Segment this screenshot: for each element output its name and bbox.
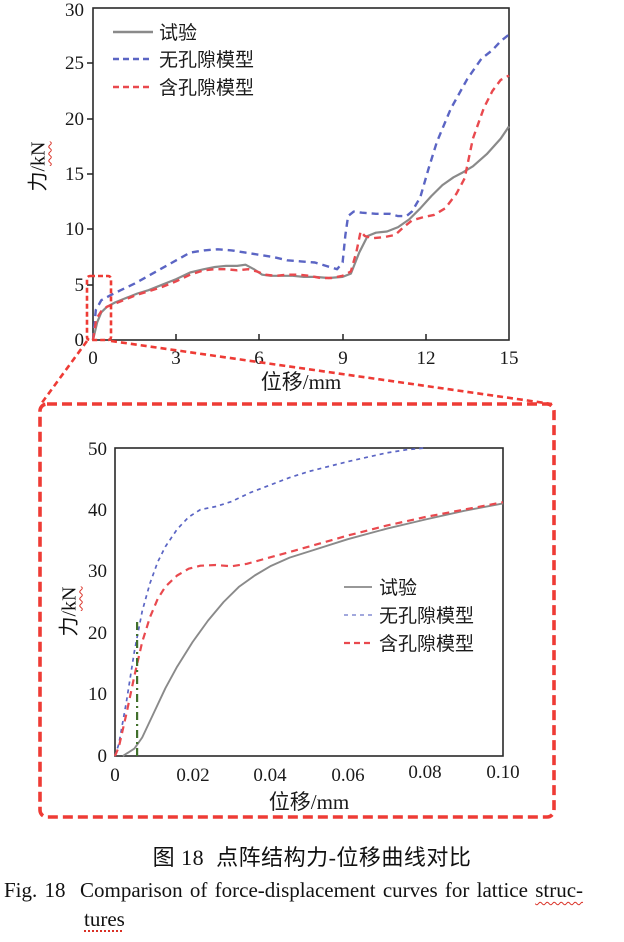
series-无孔隙模型: [114, 447, 426, 757]
inset-xaxis-label: 位移/mm: [269, 790, 350, 814]
ytick: 25: [65, 53, 84, 74]
main-curves: [91, 33, 510, 341]
caption-english-line1: Fig. 18 Comparison of force-displacement…: [4, 878, 624, 903]
legend-label-no-pore: 无孔隙模型: [159, 49, 254, 71]
main-legend: 试验 无孔隙模型 含孔隙模型: [113, 22, 254, 99]
xtick: 0.08: [408, 762, 441, 783]
main-xtick-labels: 0 3 6 9 12 15: [88, 348, 518, 369]
xtick: 0: [110, 765, 120, 786]
xtick: 0.06: [331, 765, 364, 786]
xtick: 12: [417, 348, 436, 369]
legend-label-test: 试验: [379, 577, 417, 599]
ytick: 30: [65, 0, 84, 21]
series-试验: [91, 125, 510, 341]
xtick: 0.10: [486, 762, 519, 783]
main-ytick-labels: 0 5 10 15 20 25 30: [65, 0, 84, 351]
caption-chinese: 图 18 点阵结构力-位移曲线对比: [152, 845, 472, 870]
inset-ytick-labels: 0 10 20 30 40 50: [88, 439, 107, 767]
inset-plot-border: [114, 447, 504, 757]
xtick: 0.04: [253, 765, 287, 786]
ytick: 20: [65, 109, 84, 130]
legend-label-test: 试验: [159, 22, 197, 44]
zoom-region-box: [85, 274, 113, 342]
zoom-callout-line-right: [110, 339, 553, 406]
caption-english-dotted-word: tures: [84, 907, 125, 931]
caption-english-line2: tures: [84, 907, 624, 932]
ytick: 15: [65, 164, 84, 185]
main-yaxis-label: 力/kN: [22, 117, 51, 217]
inset-xtick-labels: 0 0.02 0.04 0.06 0.08 0.10: [110, 762, 519, 786]
caption-english-text: Fig. 18 Comparison of force-displacement…: [4, 878, 536, 902]
xtick: 3: [171, 348, 181, 369]
legend-label-with-pore: 含孔隙模型: [379, 633, 474, 655]
caption-english-wavy-word: struc-: [535, 878, 584, 902]
xtick: 0.02: [176, 765, 209, 786]
ytick: 0: [98, 746, 108, 767]
xtick: 6: [254, 348, 264, 369]
main-yaxis-label-prefix: 力/: [27, 165, 50, 192]
series-含孔隙模型: [113, 501, 504, 757]
inset-curves: [113, 447, 504, 757]
main-chart: 0 5 10 15 20 25 30 0 3 6 9 12 15 位移/mm: [65, 0, 519, 394]
ytick: 20: [88, 623, 107, 644]
ytick: 50: [88, 439, 107, 460]
xtick: 0: [88, 348, 98, 369]
xtick: 9: [338, 348, 348, 369]
main-yaxis-label-unit: kN: [27, 141, 50, 166]
zoom-panel-box: [38, 402, 556, 819]
ytick: 40: [88, 500, 107, 521]
inset-yaxis-label-unit: kN: [58, 586, 81, 611]
ytick: 0: [75, 330, 85, 351]
ytick: 10: [65, 219, 84, 240]
inset-legend: 试验 无孔隙模型 含孔隙模型: [344, 577, 474, 655]
inset-yaxis-label: 力/kN: [53, 562, 82, 662]
main-tick-marks: [87, 62, 427, 340]
main-xaxis-label: 位移/mm: [261, 370, 342, 394]
series-含孔隙模型: [91, 74, 510, 341]
xtick: 15: [500, 348, 519, 369]
series-试验: [122, 502, 504, 757]
ytick: 30: [88, 561, 107, 582]
legend-label-no-pore: 无孔隙模型: [379, 605, 474, 627]
inset-yaxis-label-prefix: 力/: [58, 610, 81, 637]
legend-label-with-pore: 含孔隙模型: [159, 77, 254, 99]
series-无孔隙模型: [91, 33, 510, 341]
ytick: 5: [75, 275, 85, 296]
figure-canvas: 0 5 10 15 20 25 30 0 3 6 9 12 15 位移/mm: [38, 0, 556, 819]
inset-zoom-chart: 0 10 20 30 40 50 0 0.02 0.04 0.06 0.08 0…: [88, 439, 520, 814]
zoom-callout-line-left: [39, 340, 89, 405]
ytick: 10: [88, 684, 107, 705]
